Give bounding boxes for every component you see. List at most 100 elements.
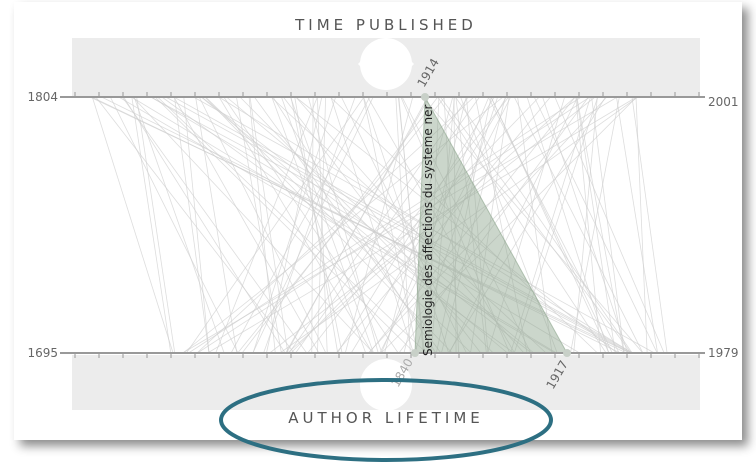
link — [196, 96, 475, 354]
link — [616, 96, 658, 354]
link — [448, 96, 606, 354]
selected-point[interactable] — [421, 93, 429, 101]
link — [439, 96, 632, 354]
link — [285, 96, 430, 354]
top-max: 2001 — [708, 95, 739, 109]
link — [631, 96, 668, 354]
link — [95, 96, 295, 354]
link — [226, 96, 535, 354]
link — [490, 96, 613, 354]
birth-point[interactable] — [411, 349, 419, 357]
link — [195, 96, 238, 354]
link — [384, 96, 454, 354]
link — [316, 96, 328, 354]
link — [591, 96, 625, 354]
link — [554, 96, 665, 354]
book-title: Semiologie des affections du systeme ner — [421, 104, 435, 356]
link — [290, 96, 540, 354]
link — [513, 96, 644, 354]
link — [576, 96, 625, 354]
link — [362, 96, 418, 354]
link — [136, 96, 176, 354]
link — [200, 96, 508, 354]
link — [441, 96, 506, 354]
link — [367, 96, 515, 354]
link — [204, 96, 453, 354]
top-arrow-left[interactable] — [358, 54, 368, 74]
link — [215, 96, 318, 354]
link — [279, 96, 639, 354]
link — [282, 96, 482, 354]
link — [132, 96, 374, 354]
link — [474, 96, 528, 354]
link — [311, 96, 314, 354]
link — [487, 96, 620, 354]
link — [513, 96, 599, 354]
top-title: TIME PUBLISHED — [294, 16, 477, 34]
link — [239, 96, 494, 354]
link — [350, 96, 507, 354]
link — [254, 96, 442, 354]
link — [249, 96, 289, 354]
link — [218, 96, 373, 354]
bottom-min: 1695 — [27, 346, 58, 360]
link — [422, 96, 644, 354]
link — [427, 96, 440, 354]
link — [198, 96, 327, 354]
axis-ticks — [74, 92, 700, 358]
link — [131, 96, 172, 354]
link — [288, 96, 469, 354]
link — [455, 96, 633, 354]
link — [269, 96, 596, 354]
link — [218, 96, 633, 354]
link — [379, 96, 512, 354]
link — [307, 96, 509, 354]
link — [533, 96, 658, 354]
link — [197, 96, 591, 354]
bottom-knob[interactable] — [360, 359, 412, 411]
link — [575, 96, 602, 354]
link — [466, 96, 489, 354]
link — [329, 96, 598, 354]
link — [487, 96, 566, 354]
link — [337, 96, 495, 354]
top-min: 1804 — [27, 90, 58, 104]
bottom-max: 1979 — [708, 346, 739, 360]
link — [237, 96, 446, 354]
link — [510, 96, 591, 354]
link — [252, 96, 374, 354]
link — [230, 96, 371, 354]
link — [123, 96, 286, 354]
link — [207, 96, 637, 354]
link — [205, 96, 472, 354]
link — [110, 96, 239, 354]
link — [395, 96, 411, 354]
link — [542, 96, 629, 354]
link — [183, 96, 210, 354]
top-arrow-right[interactable] — [404, 54, 414, 74]
link — [330, 96, 414, 354]
link — [223, 96, 399, 354]
link — [455, 96, 487, 354]
link — [186, 96, 365, 354]
link — [398, 96, 424, 354]
link — [381, 96, 490, 354]
link — [453, 96, 457, 354]
link — [430, 96, 455, 354]
highlight-ellipse — [219, 378, 553, 462]
link — [236, 96, 282, 354]
top-knob[interactable] — [360, 38, 412, 90]
link — [470, 96, 510, 354]
bottom-title: AUTHOR LIFETIME — [288, 409, 484, 427]
link — [281, 96, 374, 354]
link — [307, 96, 379, 354]
link — [182, 96, 618, 354]
link — [570, 96, 620, 354]
link — [252, 96, 337, 354]
death-point[interactable] — [563, 349, 571, 357]
link — [460, 96, 558, 354]
link — [437, 96, 607, 354]
link — [150, 96, 580, 354]
